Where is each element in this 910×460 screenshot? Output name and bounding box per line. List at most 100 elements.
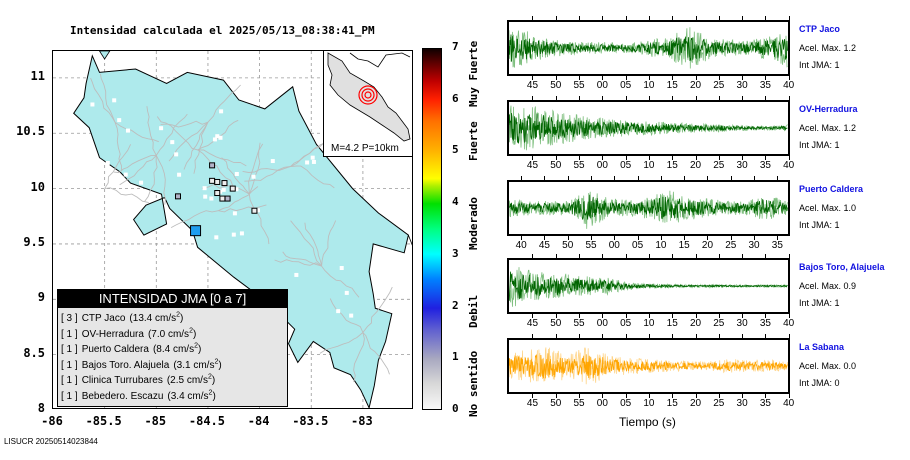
station-marker[interactable]	[251, 207, 258, 214]
seismogram-panel[interactable]	[507, 180, 790, 236]
town-marker	[310, 155, 315, 160]
time-tick-label: 40	[783, 398, 795, 409]
town-marker	[344, 290, 349, 295]
town-marker	[234, 187, 239, 192]
station-name: Puerto Caldera	[799, 184, 864, 194]
time-tick-label: 00	[596, 318, 608, 329]
station-marker[interactable]	[214, 190, 221, 197]
time-tick-mark	[695, 76, 697, 80]
legend-level: [ 1 ]	[61, 390, 78, 402]
legend-acceleration: (8.4 cm/s	[152, 344, 195, 355]
waveform-trace	[509, 194, 788, 220]
time-tick-mark	[648, 394, 650, 398]
legend-station-name: Clinica Turrubares	[81, 375, 163, 386]
time-tick-mark	[602, 314, 604, 318]
max-acceleration: Acel. Max. 1.2	[799, 43, 857, 53]
town-marker	[221, 187, 226, 192]
station-marker[interactable]	[219, 195, 226, 202]
waveform	[509, 105, 788, 151]
station-marker[interactable]	[209, 177, 216, 184]
time-tick-mark	[742, 16, 744, 20]
legend-level: [ 1 ]	[61, 359, 78, 371]
time-tick-label: 20	[689, 80, 702, 91]
waveform-trace	[509, 271, 788, 302]
time-tick-label: 05	[620, 80, 632, 91]
town-marker	[87, 138, 92, 143]
time-tick-mark	[555, 254, 557, 258]
station-name: Bajos Toro, Alajuela	[799, 262, 885, 272]
town-marker	[336, 309, 341, 314]
station-marker[interactable]	[229, 185, 236, 192]
time-tick-mark	[672, 394, 674, 398]
town-marker	[202, 186, 207, 191]
time-tick-label: 45	[526, 318, 539, 329]
time-tick-mark	[648, 76, 650, 80]
station-name: OV-Herradura	[799, 104, 858, 114]
max-acceleration: Acel. Max. 1.2	[799, 123, 857, 133]
town-marker	[339, 266, 344, 271]
time-tick-mark	[660, 176, 662, 180]
town-marker	[231, 232, 236, 237]
colorbar-tick-label: 7	[452, 40, 459, 53]
time-tick-mark	[788, 16, 790, 20]
seismogram-panel[interactable]	[507, 20, 790, 76]
border-line	[408, 234, 412, 246]
town-marker	[159, 126, 164, 131]
time-tick-mark	[707, 176, 709, 180]
time-tick-label: 55	[573, 398, 585, 409]
time-tick-mark	[742, 254, 744, 258]
time-tick-mark	[777, 176, 779, 180]
legend-item: [ 1 ] OV-Herradura (7.0 cm/s2)	[58, 327, 287, 343]
legend-item: [ 3 ] CTP Jaco (13.4 cm/s2)	[58, 311, 287, 327]
legend-exponent: 2	[194, 342, 198, 350]
colorbar-category-label: Muy Fuerte	[467, 40, 480, 107]
time-tick-mark	[532, 334, 534, 338]
station-marker[interactable]	[190, 225, 202, 237]
time-tick-label: 10	[643, 318, 655, 329]
station-marker[interactable]	[221, 180, 228, 187]
legend-acceleration: (13.4 cm/s	[129, 313, 177, 324]
station-marker[interactable]	[214, 178, 221, 185]
time-tick-mark	[695, 96, 697, 100]
town-marker	[270, 159, 275, 164]
legend-station-name: Puerto Caldera	[81, 344, 149, 355]
lat-tick-label: 9	[37, 290, 45, 305]
station-marker[interactable]	[209, 162, 216, 169]
town-marker	[170, 140, 175, 145]
time-tick-mark	[718, 394, 720, 398]
time-tick-mark	[765, 314, 767, 318]
legend-acceleration: (7.0 cm/s	[147, 328, 190, 340]
time-tick-label: 00	[596, 398, 608, 409]
time-tick-mark	[579, 254, 581, 258]
legend-item: [ 1 ] Bajos Toro. Alajuela (3.1 cm/s2)	[58, 358, 287, 374]
time-tick-label: 10	[643, 80, 655, 91]
time-tick-mark	[579, 96, 581, 100]
time-tick-label: 55	[585, 240, 597, 251]
time-tick-mark	[532, 394, 534, 398]
town-marker	[305, 160, 310, 165]
lat-tick-label: 8.5	[23, 345, 45, 360]
time-tick-label: 05	[632, 240, 644, 251]
time-tick-mark	[602, 96, 604, 100]
time-tick-label: 30	[736, 160, 748, 171]
seismogram-panel[interactable]	[507, 100, 790, 156]
time-tick-mark	[532, 76, 534, 80]
time-tick-mark	[672, 96, 674, 100]
seismogram-panel[interactable]	[507, 338, 790, 394]
seismogram-panel[interactable]	[507, 258, 790, 314]
town-marker	[90, 102, 95, 107]
time-tick-mark	[788, 394, 790, 398]
jma-intensity: Int JMA: 1	[799, 140, 840, 150]
time-tick-mark	[777, 236, 779, 240]
time-tick-mark	[788, 334, 790, 338]
town-marker	[232, 211, 237, 216]
town-marker	[203, 194, 208, 199]
time-tick-mark	[742, 96, 744, 100]
station-marker[interactable]	[224, 195, 231, 202]
time-tick-mark	[788, 96, 790, 100]
legend-item: [ 1 ] Clinica Turrubares (2.5 cm/s2)	[58, 373, 287, 389]
station-marker[interactable]	[174, 193, 181, 200]
waveform	[509, 190, 788, 229]
time-tick-label: 30	[736, 318, 748, 329]
town-marker	[349, 313, 354, 318]
